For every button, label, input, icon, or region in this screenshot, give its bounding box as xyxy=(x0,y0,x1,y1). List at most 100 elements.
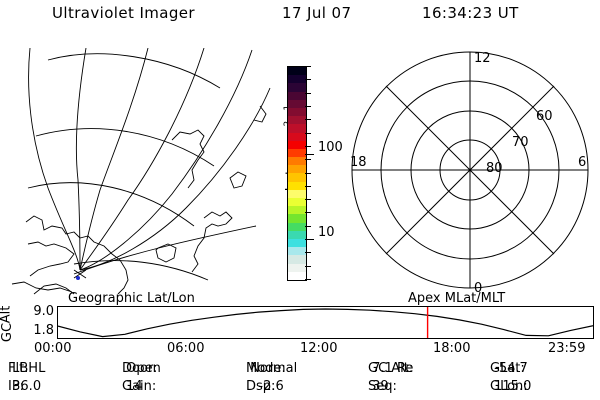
colorbar-tick-11 xyxy=(305,212,311,213)
colorbar-band-5 xyxy=(288,107,306,117)
xtick-4: 23:59 xyxy=(548,341,586,356)
status-dsp: Dsp: -2.6 xyxy=(246,379,284,394)
xtick-0: 00:00 xyxy=(34,341,72,356)
colorbar-band-9 xyxy=(288,140,306,149)
colorbar-band-18 xyxy=(288,214,306,223)
geographic-map-svg xyxy=(11,48,271,295)
status-dsp-value: -2.6 xyxy=(258,379,284,394)
colorbar-tick-3 xyxy=(305,106,311,107)
status-glat-label: GLat: xyxy=(490,361,525,376)
colorbar-band-21 xyxy=(288,238,306,248)
colorbar-band-17 xyxy=(288,206,306,215)
page-title: Ultraviolet Imager xyxy=(52,4,195,22)
status-mode-value: Normal xyxy=(250,361,298,376)
coastline-outlines xyxy=(11,105,267,295)
panel-captions: Geographic Lat/Lon Apex MLat/MLT xyxy=(0,291,600,307)
xtick-1: 06:00 xyxy=(167,341,205,356)
colorbar-band-8 xyxy=(288,132,306,141)
colorbar-band-16 xyxy=(288,198,306,207)
status-seq-value: 39 xyxy=(372,379,389,394)
colorbar-tick-5 xyxy=(305,133,311,134)
colorbar-band-0 xyxy=(288,67,306,76)
observation-time: 16:34:23 UT xyxy=(422,4,519,22)
mlt-label-18: 18 xyxy=(350,155,367,170)
mlt-label-12: 12 xyxy=(474,51,491,66)
colorbar-major-tick-1 xyxy=(305,239,314,240)
caption-geographic: Geographic Lat/Lon xyxy=(68,291,195,306)
colorbar-ticks xyxy=(305,66,315,280)
colorbar-tick-0 xyxy=(305,66,311,67)
orbit-ylabel-gc: GC xyxy=(0,322,16,343)
status-gcalt-label: GC Alt: xyxy=(368,361,414,376)
orbit-ytick-bottom: 1.8 xyxy=(33,323,54,338)
terminator-line xyxy=(73,225,257,275)
status-glon-label: GLon: xyxy=(490,379,528,394)
status-seq: Seq: 39 xyxy=(368,379,397,394)
status-mode: Mode: Normal xyxy=(246,361,297,376)
colorbar-panel: photon cm-2s-1 100 10 xyxy=(258,58,358,294)
status-glat-value: -54.7 xyxy=(494,361,528,376)
colorbar-tick-10 xyxy=(305,199,311,200)
colorbar-band-6 xyxy=(288,116,306,125)
colorbar-band-1 xyxy=(288,75,306,84)
colorbar-tick-9 xyxy=(305,186,311,187)
status-gcalt: GC Alt: 7.1 Re xyxy=(368,361,413,376)
observation-date: 17 Jul 07 xyxy=(282,4,352,22)
status-ip-label: IP: xyxy=(8,379,25,394)
colorbar-tick-2 xyxy=(305,93,311,94)
colorbar-band-4 xyxy=(288,99,306,108)
colorbar-major-tick-0 xyxy=(305,154,314,155)
mlt-spokes xyxy=(352,52,588,288)
colorbar-tick-16 xyxy=(305,279,311,280)
colorbar-tick-label-high: 100 xyxy=(318,140,343,155)
status-door: Door: Open xyxy=(122,361,161,376)
colorbar-band-11 xyxy=(288,157,306,166)
status-gain-value: 14 xyxy=(126,379,143,394)
colorbar-tick-15 xyxy=(305,266,311,267)
status-filter: Flt: LBHL xyxy=(8,361,45,376)
status-glat: GLat: -54.7 xyxy=(490,361,528,376)
status-door-value: Open xyxy=(126,361,161,376)
mlat-label-70: 70 xyxy=(512,135,529,150)
orbit-trace-line xyxy=(58,308,593,338)
colorbar-tick-7 xyxy=(305,159,311,160)
colorbar-tick-1 xyxy=(305,79,311,80)
mlat-label-60: 60 xyxy=(536,109,553,124)
colorbar-band-23 xyxy=(288,255,306,264)
colorbar-band-14 xyxy=(288,181,306,190)
status-filter-label: Flt: xyxy=(8,361,29,376)
colorbar-band-12 xyxy=(288,165,306,174)
status-gain: Gain: 14 xyxy=(122,379,156,394)
graticule-lines xyxy=(28,48,271,271)
orbit-altitude-plot xyxy=(57,306,594,339)
status-glon-value: 115.0 xyxy=(494,379,532,394)
colorbar-tick-8 xyxy=(305,173,311,174)
status-seq-label: Seq: xyxy=(368,379,397,394)
caption-apex: Apex MLat/MLT xyxy=(408,291,506,306)
colorbar-band-22 xyxy=(288,247,306,256)
colorbar-band-7 xyxy=(288,124,306,133)
header-bar: Ultraviolet Imager 17 Jul 07 16:34:23 UT xyxy=(0,4,600,30)
latitude-arcs xyxy=(27,53,221,281)
orbit-ytick-top: 9.0 xyxy=(33,304,54,319)
xtick-3: 18:00 xyxy=(433,341,471,356)
colorbar-tick-12 xyxy=(305,226,311,227)
xtick-2: 12:00 xyxy=(300,341,338,356)
status-panel: Flt: LBHL IP: 36.0 Door: Open Gain: 14 M… xyxy=(0,361,600,399)
status-mode-label: Mode: xyxy=(246,361,286,376)
colorbar-tick-6 xyxy=(305,146,311,147)
spacecraft-footprint-marker xyxy=(73,269,87,280)
colorbar-band-13 xyxy=(288,173,306,182)
status-door-label: Door: xyxy=(122,361,158,376)
geographic-map-panel xyxy=(8,48,276,296)
colorbar-band-10 xyxy=(288,148,306,158)
mlt-label-6: 6 xyxy=(578,155,586,170)
orbit-x-axis-ticks: 00:00 06:00 12:00 18:00 23:59 xyxy=(0,341,600,359)
status-ip: IP: 36.0 xyxy=(8,379,41,394)
colorbar-tick-4 xyxy=(305,119,311,120)
status-gain-label: Gain: xyxy=(122,379,157,394)
mlt-label-0: 0 xyxy=(474,281,482,296)
apex-polar-dial: 12 6 0 18 60 70 80 xyxy=(340,46,598,296)
colorbar-tick-label-low: 10 xyxy=(318,225,335,240)
